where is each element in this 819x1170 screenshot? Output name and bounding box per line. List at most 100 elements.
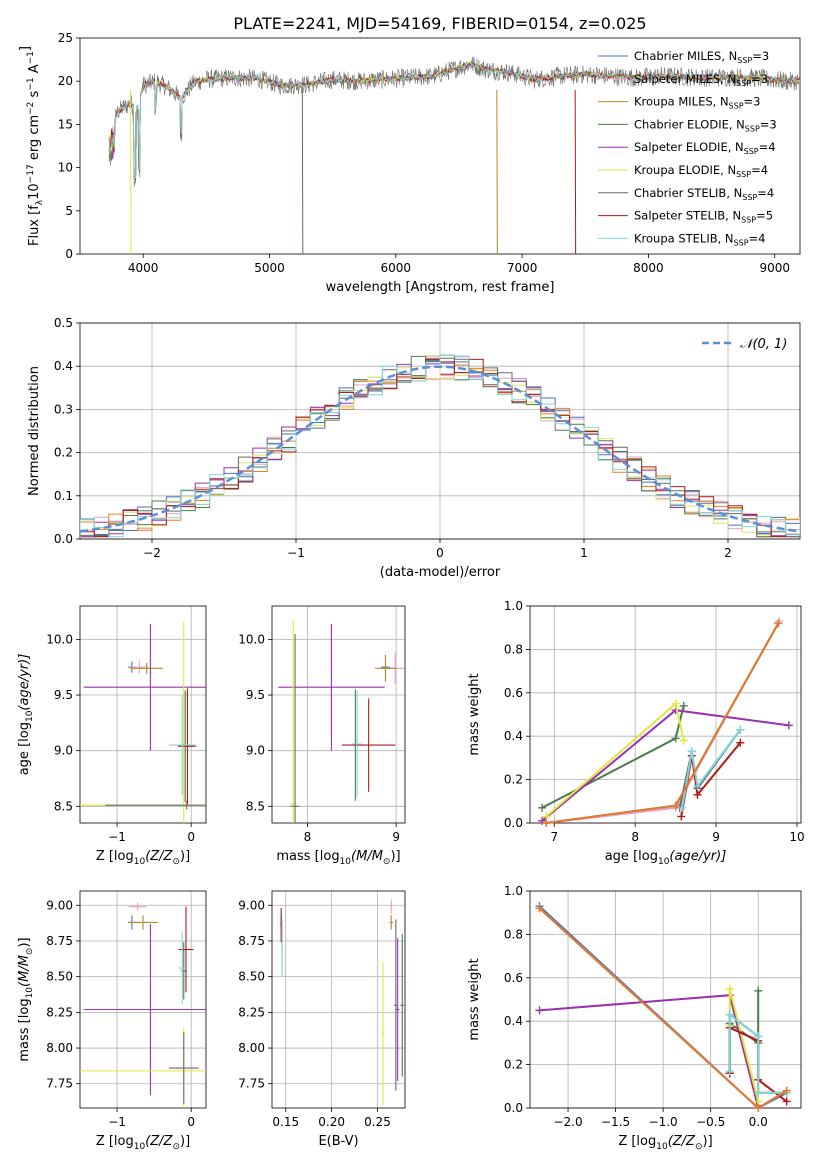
legend-label: Salpeter ELODIE, NSSP=4 xyxy=(634,140,776,156)
z-vs-weight-marker xyxy=(535,1006,544,1015)
legend-label: Kroupa ELODIE, NSSP=4 xyxy=(634,163,768,179)
z-vs-mass-ytick-label: 8.50 xyxy=(46,970,73,984)
spectrum-drop xyxy=(301,89,304,254)
z-vs-weight-xtick-label: −1.0 xyxy=(649,1115,678,1129)
z-vs-weight-ytick-label: 0.2 xyxy=(504,1058,523,1072)
spectrum-ytick-label: 15 xyxy=(58,117,73,131)
residuals-xlabel: (data-model)/error xyxy=(380,565,501,580)
age-vs-weight-marker xyxy=(784,721,793,730)
z-vs-weight-ytick-label: 0.6 xyxy=(504,971,523,985)
spectrum-drop xyxy=(574,89,577,254)
residuals-xtick-label: 1 xyxy=(580,546,588,560)
age-vs-weight-marker xyxy=(677,812,686,821)
spectrum-ytick-label: 0 xyxy=(65,247,73,261)
age-vs-weight-ytick-label: 0.6 xyxy=(504,686,523,700)
z-vs-mass-errorbar xyxy=(168,1032,199,1104)
age-vs-weight-marker xyxy=(679,736,688,745)
mass-vs-age-errorbar xyxy=(278,623,385,751)
z-vs-age-errorbar xyxy=(105,800,206,810)
z-vs-age-axes: −1 0 8.5 9.0 9.5 10.0 Z [log10(Z/Z⊙)] age [log1… xyxy=(17,605,207,867)
residuals-ytick-label: 0.0 xyxy=(54,532,73,546)
age-vs-weight-frame xyxy=(529,605,802,824)
z-vs-weight-marker xyxy=(725,984,734,993)
age-vs-weight-marker xyxy=(679,701,688,710)
residuals-axes: −2 −1 0 1 2 0.0 0.1 0.2 0.3 0.4 0.5 (data-model)/er… xyxy=(27,316,801,580)
z-vs-weight-frame xyxy=(529,890,802,1109)
spectrum-xtick-label: 9000 xyxy=(759,261,790,275)
z-vs-mass-ytick-label: 8.00 xyxy=(46,1041,73,1055)
z-vs-age-ytick-label: 9.5 xyxy=(54,688,73,702)
ebv-vs-mass-ytick-label: 8.25 xyxy=(238,1005,265,1019)
age-vs-weight-xtick-label: 7 xyxy=(550,830,558,844)
residuals-frame xyxy=(79,322,801,540)
age-vs-weight-xlabel: age [log10(age/yr)] xyxy=(605,849,727,867)
legend-label: Kroupa MILES, NSSP=3 xyxy=(634,95,760,111)
z-vs-weight-marker xyxy=(725,1010,734,1019)
legend-label: Salpeter STELIB, NSSP=5 xyxy=(634,209,773,225)
spectrum-ytick-label: 5 xyxy=(65,204,73,218)
z-vs-age-frame xyxy=(79,605,207,824)
age-vs-weight-xtick-label: 10 xyxy=(789,830,804,844)
residuals-xtick-label: 2 xyxy=(724,546,732,560)
spectrum-line-7 xyxy=(108,62,800,179)
age-vs-weight-series-line xyxy=(541,709,790,822)
residuals-xtick-label: −2 xyxy=(143,546,161,560)
mass-vs-age-xtick-label: 8 xyxy=(304,830,312,844)
ebv-vs-mass-ytick-label: 8.75 xyxy=(238,934,265,948)
z-vs-weight-xtick-label: −0.5 xyxy=(696,1115,725,1129)
spectrum-xtick-label: 7000 xyxy=(507,261,538,275)
spectrum-frame xyxy=(79,37,801,255)
mass-vs-age-errorbar xyxy=(352,690,362,798)
spectrum-ylabel: Flux [fλ10−17 erg cm−2 s−1 A−1] xyxy=(18,46,45,246)
normal-curve xyxy=(80,365,798,533)
z-vs-mass-xtick-label: 0 xyxy=(187,1115,195,1129)
spectrum-line-8 xyxy=(108,62,800,180)
z-vs-weight-marker xyxy=(754,1104,763,1112)
mass-vs-age-errorbar xyxy=(342,698,396,792)
ebv-vs-mass-errorbar xyxy=(400,933,405,1077)
spectrum-lines xyxy=(108,56,800,254)
z-vs-mass-errorbar xyxy=(178,906,194,993)
ebv-vs-mass-errorbar xyxy=(281,919,284,977)
ebv-vs-mass-xtick-label: 0.15 xyxy=(272,1115,299,1129)
ebv-vs-mass-frame xyxy=(271,890,406,1109)
z-vs-mass-ytick-label: 8.25 xyxy=(46,1005,73,1019)
age-vs-weight-grid xyxy=(530,605,801,824)
age-vs-weight-ytick-label: 0.2 xyxy=(504,773,523,787)
z-vs-age-errorbar xyxy=(168,695,196,796)
spectrum-line-6 xyxy=(108,56,800,187)
z-vs-age-xtick-label: −1 xyxy=(108,830,126,844)
z-vs-weight-marker xyxy=(782,1097,791,1106)
residuals-ytick-label: 0.1 xyxy=(54,489,73,503)
age-vs-weight-ytick-label: 0.8 xyxy=(504,642,523,656)
spectrum-drop xyxy=(496,89,498,254)
z-vs-mass-axes: −1 0 7.75 8.00 8.25 8.50 8.75 9.00 Z [log10(Z/Z⊙… xyxy=(17,890,207,1152)
mass-vs-age-errorbar xyxy=(374,654,397,682)
age-vs-weight-series-line xyxy=(546,622,780,824)
z-vs-mass-frame xyxy=(79,890,207,1109)
mass-vs-age-axes: 8 9 8.5 9.0 9.5 10.0 mass [log10(M/M⊙)] xyxy=(238,605,406,867)
z-vs-age-ylabel: age [log10(age/yr)] xyxy=(17,654,35,776)
z-vs-mass-xlabel: Z [log10(Z/Z⊙)] xyxy=(96,1134,190,1152)
ebv-vs-mass-ytick-label: 8.50 xyxy=(238,970,265,984)
z-vs-weight-marker xyxy=(725,1067,734,1076)
mass-vs-age-ytick-label: 10.0 xyxy=(238,632,265,646)
age-vs-weight-marker xyxy=(678,803,687,812)
mass-vs-age-frame xyxy=(271,605,406,824)
legend-label: Chabrier MILES, NSSP=3 xyxy=(634,49,769,65)
z-vs-age-ytick-label: 8.5 xyxy=(54,799,73,813)
z-vs-age-errorbar xyxy=(83,623,206,751)
z-vs-mass-errorbar xyxy=(128,902,147,911)
age-vs-weight-marker xyxy=(542,819,551,827)
spectrum-xtick-label: 4000 xyxy=(128,261,159,275)
z-vs-age-errorbar xyxy=(130,662,164,674)
mass-vs-age-ytick-label: 8.5 xyxy=(246,799,265,813)
legend-label: Kroupa STELIB, NSSP=4 xyxy=(634,231,765,247)
age-vs-weight-marker xyxy=(671,734,680,743)
mass-vs-age-errorbar xyxy=(289,620,297,823)
z-vs-weight-xlabel: Z [log10(Z/Z⊙)] xyxy=(618,1134,712,1152)
z-vs-weight-xtick-label: 0.0 xyxy=(749,1115,768,1129)
z-vs-weight-series-line xyxy=(539,994,760,1109)
residuals-ytick-label: 0.4 xyxy=(54,359,73,373)
legend-label: Chabrier STELIB, NSSP=4 xyxy=(634,186,774,202)
